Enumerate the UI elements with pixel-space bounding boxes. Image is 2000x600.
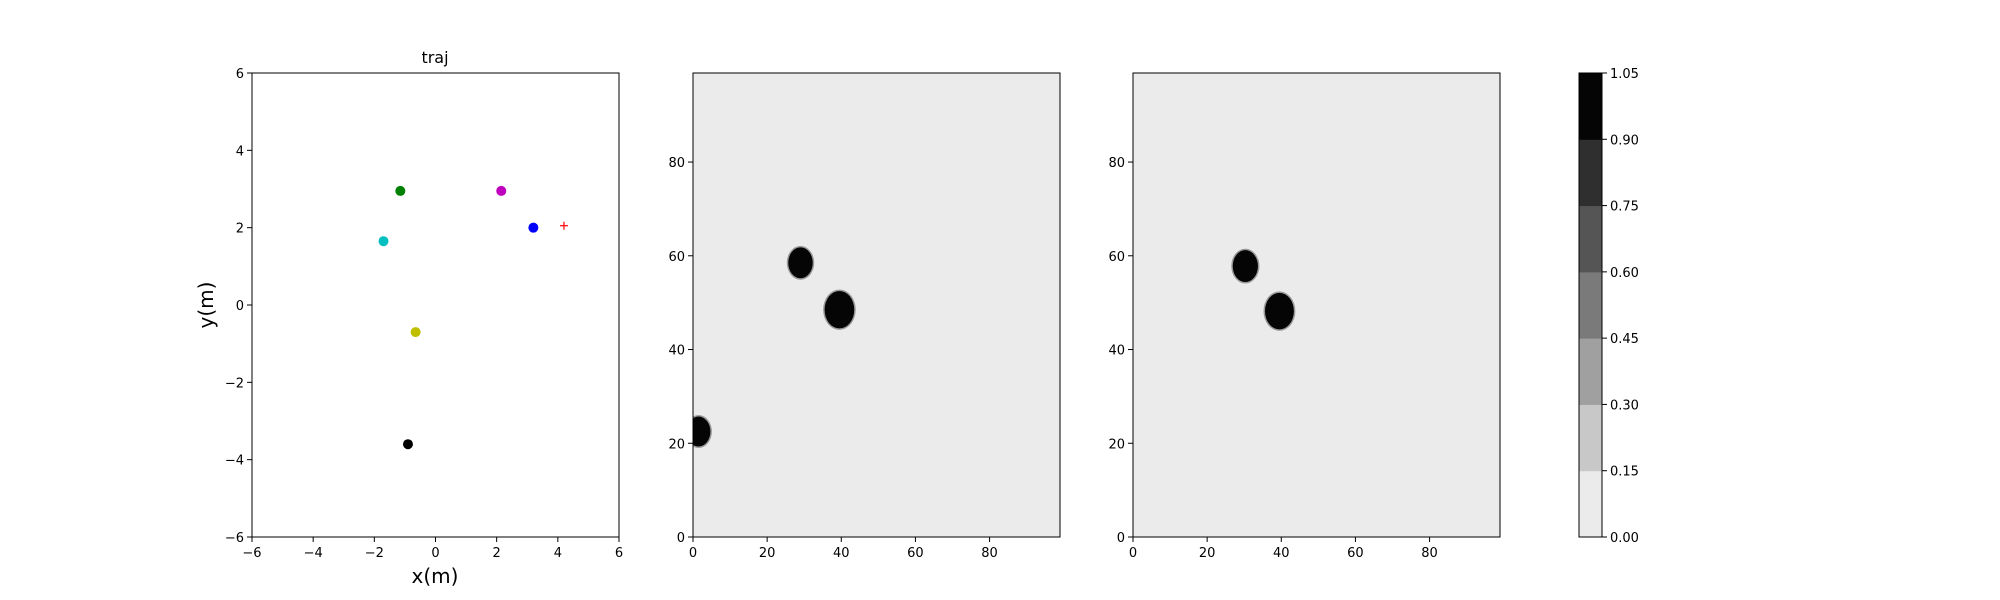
colorbar-tick-label: 0.60 xyxy=(1610,266,1639,281)
traj-y-ticks: −6 −4 −2 0 2 4 6 xyxy=(225,67,252,546)
map-2-frame xyxy=(1132,72,1501,538)
colorbar-level xyxy=(1579,73,1602,140)
x-tick-label: 80 xyxy=(1421,546,1438,561)
colorbar-tick-label: 0.90 xyxy=(1610,133,1639,148)
x-tick-label: 0 xyxy=(431,546,439,561)
map-2-x-ticks: 0 20 40 60 80 xyxy=(1129,537,1438,561)
x-tick-label: 20 xyxy=(759,546,776,561)
map-2-y-ticks: 0 20 40 60 80 xyxy=(1108,156,1133,546)
colorbar-tick-label: 0.45 xyxy=(1610,332,1639,347)
map-1-x-ticks: 0 20 40 60 80 xyxy=(689,537,998,561)
colorbar-level xyxy=(1579,139,1602,207)
colorbar-frame xyxy=(1578,72,1603,538)
colorbar-tick-label: 1.05 xyxy=(1610,67,1639,82)
y-tick-label: 60 xyxy=(1108,250,1125,265)
agent-point xyxy=(402,439,413,450)
colorbar-level xyxy=(1579,470,1602,538)
agent-point xyxy=(378,236,389,247)
agent-point xyxy=(528,222,539,233)
colorbar-levels xyxy=(1579,73,1602,538)
x-tick-label: 2 xyxy=(493,546,501,561)
map-2-obstacles xyxy=(1231,248,1296,331)
y-tick-label: 60 xyxy=(668,250,685,265)
x-tick-label: −4 xyxy=(304,546,323,561)
map-panel-2: 0 20 40 60 80 0 20 40 60 80 xyxy=(1108,72,1501,561)
obstacle-blob xyxy=(1231,248,1260,284)
x-tick-label: −2 xyxy=(365,546,384,561)
y-tick-label: 20 xyxy=(1108,437,1125,452)
obstacle-blob xyxy=(786,245,815,280)
x-tick-label: 40 xyxy=(1273,546,1290,561)
y-tick-label: 80 xyxy=(668,156,685,171)
map-1-obstacles xyxy=(693,245,856,449)
map-panel-1: 0 20 40 60 80 0 20 40 60 80 xyxy=(668,72,1061,561)
traj-panel: traj −6 −4 −2 0 2 4 6 −6 −4 −2 0 2 4 6 x(m) y(m) xyxy=(194,48,623,588)
agent-point xyxy=(496,185,507,196)
y-tick-label: 6 xyxy=(236,67,244,82)
obstacle-blob xyxy=(1263,291,1296,331)
agent-point xyxy=(395,185,406,196)
colorbar-ticks: 0.00 0.15 0.30 0.45 0.60 0.75 0.90 1.05 xyxy=(1602,67,1639,546)
y-tick-label: 80 xyxy=(1108,156,1125,171)
colorbar-level xyxy=(1579,205,1602,273)
colorbar-level xyxy=(1579,338,1602,405)
colorbar-level xyxy=(1579,271,1602,339)
x-tick-label: 0 xyxy=(1129,546,1137,561)
obstacle-blob xyxy=(693,415,712,449)
obstacle-blob xyxy=(823,289,856,330)
x-tick-label: 4 xyxy=(554,546,562,561)
y-tick-label: 2 xyxy=(236,222,244,237)
colorbar-tick-label: 0.00 xyxy=(1610,531,1639,546)
y-tick-label: 40 xyxy=(1108,344,1125,359)
colorbar-level xyxy=(1579,404,1602,472)
traj-y-axis-title: y(m) xyxy=(194,282,218,329)
traj-plot-area xyxy=(251,72,620,538)
x-tick-label: −6 xyxy=(242,546,261,561)
x-tick-label: 60 xyxy=(907,546,924,561)
y-tick-label: 0 xyxy=(677,531,685,546)
agent-point xyxy=(410,327,421,338)
y-tick-label: 0 xyxy=(1117,531,1125,546)
colorbar-tick-label: 0.30 xyxy=(1610,398,1639,413)
map-1-y-ticks: 0 20 40 60 80 xyxy=(668,156,693,546)
y-tick-label: 0 xyxy=(236,299,244,314)
y-tick-label: 40 xyxy=(668,344,685,359)
y-tick-label: −2 xyxy=(225,376,244,391)
traj-title: traj xyxy=(421,48,448,67)
traj-points xyxy=(378,185,568,450)
colorbar: 0.00 0.15 0.30 0.45 0.60 0.75 0.90 1.05 xyxy=(1578,67,1639,546)
y-tick-label: −6 xyxy=(225,531,244,546)
x-tick-label: 6 xyxy=(615,546,623,561)
y-tick-label: 4 xyxy=(236,144,244,159)
traj-x-ticks: −6 −4 −2 0 2 4 6 xyxy=(242,537,623,561)
y-tick-label: 20 xyxy=(668,437,685,452)
colorbar-tick-label: 0.15 xyxy=(1610,465,1639,480)
x-tick-label: 20 xyxy=(1199,546,1216,561)
x-tick-label: 80 xyxy=(981,546,998,561)
map-2-field xyxy=(1133,73,1500,537)
x-tick-label: 60 xyxy=(1347,546,1364,561)
traj-x-axis-title: x(m) xyxy=(412,564,459,588)
map-1-frame xyxy=(692,72,1061,538)
x-tick-label: 40 xyxy=(833,546,850,561)
x-tick-label: 0 xyxy=(689,546,697,561)
colorbar-tick-label: 0.75 xyxy=(1610,200,1639,215)
target-marker xyxy=(559,221,568,230)
y-tick-label: −4 xyxy=(225,454,244,469)
map-1-field xyxy=(693,73,1060,537)
